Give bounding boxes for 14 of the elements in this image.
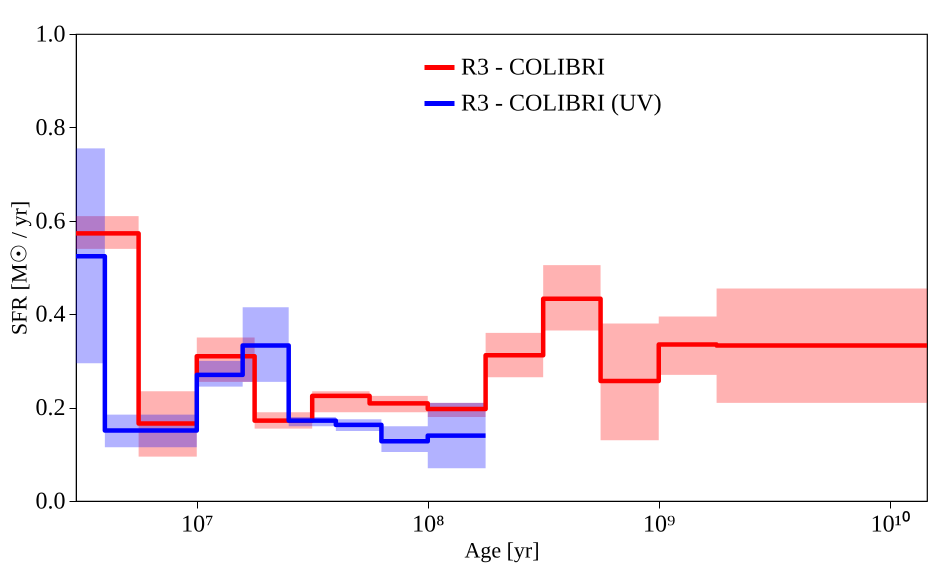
legend-label: R3 - COLIBRI [461, 54, 606, 80]
y-tick-label: 0.8 [36, 114, 66, 141]
y-axis-title: SFR [M☉ / yr] [6, 200, 32, 336]
y-tick-label: 0.6 [36, 208, 66, 234]
y-tick-label: 0.4 [36, 302, 66, 328]
x-tick-label: 10⁹ [643, 512, 676, 538]
y-tick-label: 0.2 [36, 395, 66, 422]
x-tick-label: 10⁷ [181, 512, 214, 538]
y-tick-label: 1.0 [36, 22, 66, 48]
x-axis-title: Age [yr] [464, 538, 540, 562]
x-tick-label: 10⁸ [412, 512, 444, 538]
x-tick-label: 10¹⁰ [870, 510, 910, 538]
legend-label: R3 - COLIBRI (UV) [461, 90, 662, 116]
y-tick-label: 0.0 [36, 488, 66, 514]
